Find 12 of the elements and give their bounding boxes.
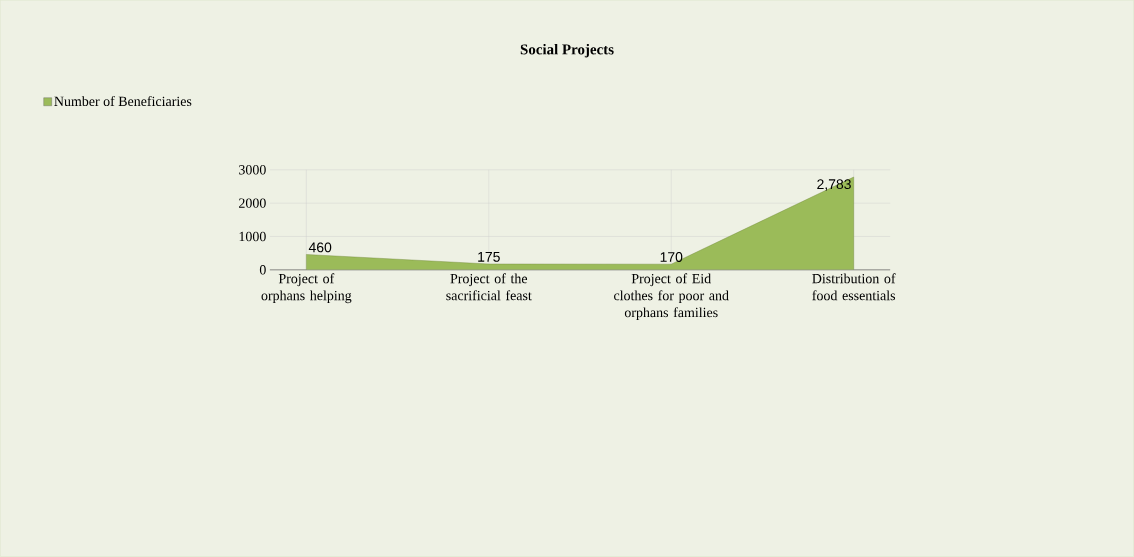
chart-title: Social Projects bbox=[520, 44, 614, 58]
x-tick-label: Distribution of food essentials bbox=[812, 273, 896, 301]
y-tick-label: 2000 bbox=[239, 198, 266, 208]
data-label: 170 bbox=[660, 252, 683, 263]
data-label: 175 bbox=[478, 252, 500, 262]
y-tick-label: 1000 bbox=[239, 231, 266, 242]
legend-label: Number of Beneficiaries bbox=[54, 96, 192, 107]
y-tick-label: 3000 bbox=[239, 165, 266, 175]
y-tick-label: 0 bbox=[259, 265, 266, 275]
x-tick-label: Project of Eid clothes for poor and orphans families bbox=[614, 273, 729, 321]
x-tick-label: Project of the sacrificial feast bbox=[446, 273, 532, 301]
data-label: 460 bbox=[308, 242, 332, 253]
